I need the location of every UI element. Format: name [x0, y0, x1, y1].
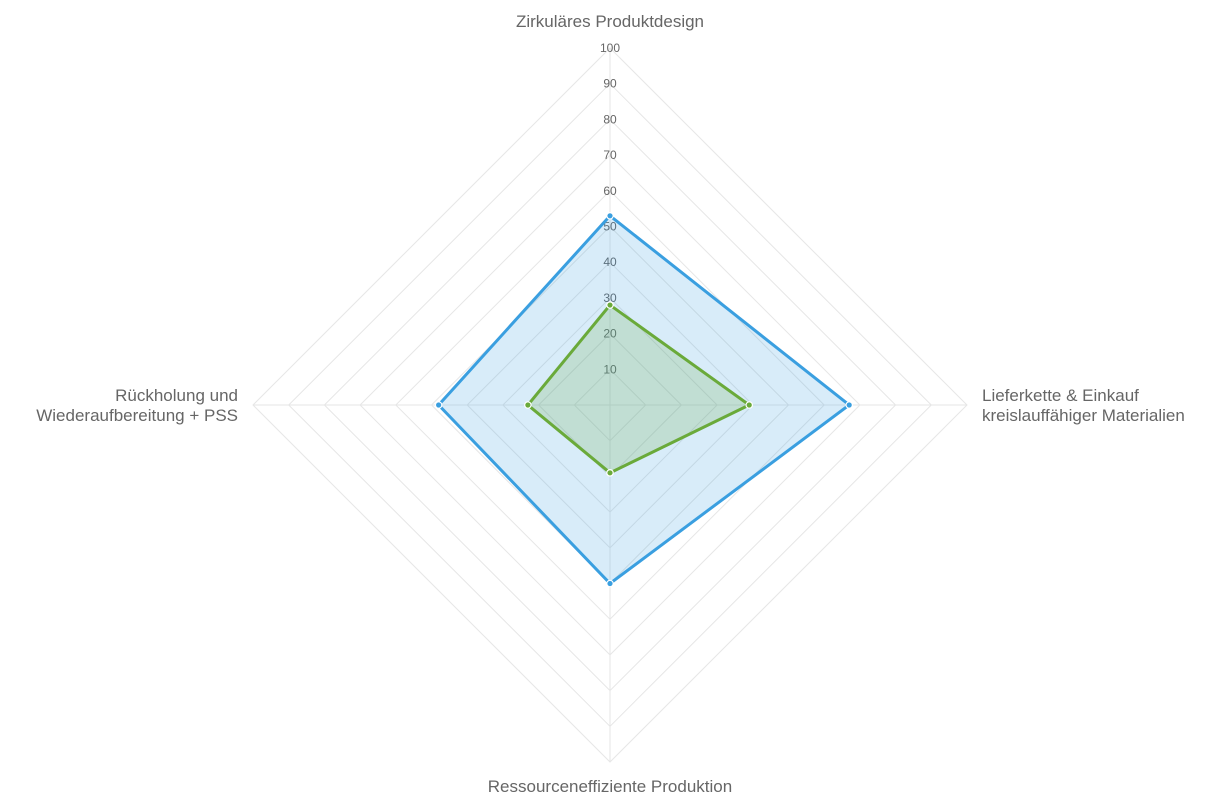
- axis-label: Lieferkette & Einkauf kreislauffähiger Ma…: [982, 386, 1185, 425]
- tick-label-layer: 10 20 30 40 50 60 70 80 90 100: [600, 41, 620, 376]
- axis-label-line: Rückholung und: [115, 386, 238, 405]
- data-point[interactable]: [434, 401, 443, 409]
- axis-label: Ressourceneffiziente Produktion: [488, 777, 732, 796]
- radial-tick-label: 10: [603, 362, 617, 376]
- data-point[interactable]: [606, 211, 614, 220]
- data-point[interactable]: [606, 301, 614, 309]
- axis-label-line: Wiederaufbereitung + PSS: [36, 406, 238, 425]
- radial-tick-label: 100: [600, 41, 620, 55]
- radial-tick-label: 60: [603, 184, 617, 198]
- radial-tick-label: 30: [603, 291, 617, 305]
- data-point[interactable]: [745, 401, 754, 409]
- axis-label-line: kreislauffähiger Materialien: [982, 406, 1185, 425]
- data-point[interactable]: [606, 579, 614, 588]
- radial-tick-label: 80: [603, 112, 617, 126]
- radial-tick-label: 70: [603, 148, 617, 162]
- axis-label-line: Ressourceneffiziente Produktion: [488, 777, 732, 796]
- axis-label: Zirkuläres Produktdesign: [516, 12, 704, 31]
- axis-label-line: Lieferkette & Einkauf: [982, 386, 1139, 405]
- axis-label-line: Zirkuläres Produktdesign: [516, 12, 704, 31]
- radial-tick-label: 50: [603, 220, 617, 234]
- radial-tick-label: 20: [603, 327, 617, 341]
- data-point[interactable]: [524, 401, 532, 409]
- series-layer: [434, 211, 853, 588]
- data-point[interactable]: [606, 469, 614, 477]
- axis-label-layer: Zirkuläres Produktdesign Lieferkette & Ei…: [36, 12, 1185, 796]
- radial-tick-label: 90: [603, 77, 617, 91]
- axis-label: Rückholung und Wiederaufbereitung + PSS: [36, 386, 238, 425]
- radial-tick-label: 40: [603, 255, 617, 269]
- data-point[interactable]: [845, 401, 853, 409]
